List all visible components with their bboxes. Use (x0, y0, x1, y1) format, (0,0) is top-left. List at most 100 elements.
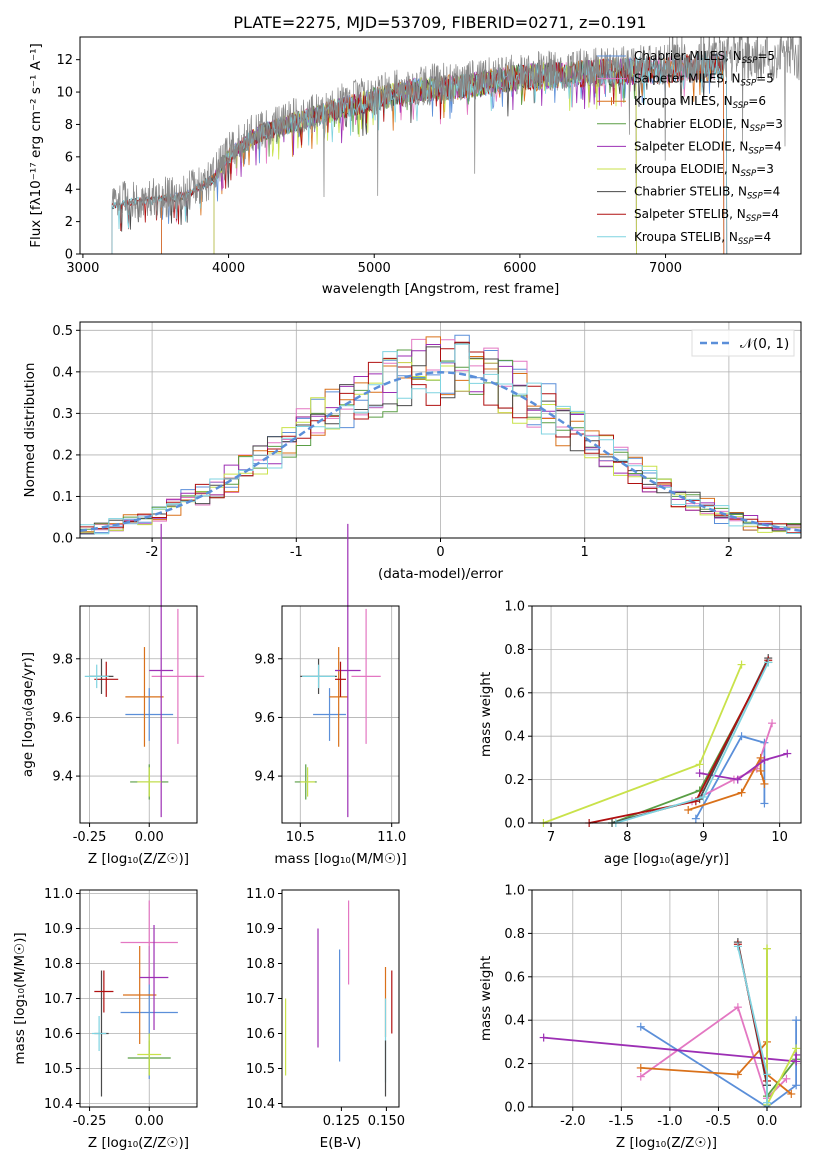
y-tick-label: 10 (56, 86, 73, 101)
y-tick-label: 10.8 (246, 957, 275, 972)
spectrum-panel: 3000 4000 5000 6000 7000 0 2 4 6 8 10 12 wavelength … (28, 36, 802, 297)
y-axis-label: mass weight (478, 672, 494, 757)
y-tick-label: 0.4 (504, 730, 525, 745)
y-tick-label: 0.2 (52, 448, 73, 463)
x-tick-label: -1.5 (609, 1114, 634, 1129)
y-tick-label: 0.2 (504, 773, 525, 788)
y-tick-label: 10.8 (44, 957, 73, 972)
mass-weight-line (737, 946, 768, 1103)
x-tick-label: 4000 (212, 261, 245, 276)
x-axis-label: Z [log₁₀(Z/Z☉)] (616, 1135, 717, 1151)
x-tick-label: 7000 (649, 261, 682, 276)
mass-weight-line (611, 657, 770, 824)
mass-vs-ebv-panel: 0.125 0.150 10.4 10.5 10.6 10.7 10.8 10.9 11.0 E(… (246, 887, 405, 1151)
y-tick-label: 0.0 (52, 532, 73, 547)
x-tick-label: 9 (699, 830, 707, 845)
y-tick-label: 0.2 (504, 1057, 525, 1072)
mass-weight-line (543, 664, 743, 824)
gaussian-curve (80, 371, 801, 532)
x-tick-label: -1 (290, 545, 303, 560)
x-tick-label: -0.25 (73, 1114, 107, 1129)
y-tick-label: 4 (65, 183, 73, 198)
y-tick-label: 0 (65, 248, 73, 263)
mass-weight-line (695, 735, 766, 820)
legend-label: Salpeter STELIB, NSSP=4 (634, 207, 779, 224)
y-tick-label: 9.4 (52, 770, 73, 785)
legend-label: Kroupa STELIB, NSSP=4 (634, 230, 771, 247)
x-tick-label: 2 (725, 545, 733, 560)
x-tick-label: 0.150 (368, 1114, 405, 1129)
y-tick-label: 0.8 (504, 927, 525, 942)
y-tick-label: 0.0 (504, 817, 525, 832)
y-tick-label: 10.6 (246, 1027, 275, 1042)
x-axis-label: Z [log₁₀(Z/Z☉)] (88, 851, 189, 867)
legend-label: Kroupa ELODIE, NSSP=3 (634, 162, 774, 179)
legend-label: Chabrier MILES, NSSP=5 (634, 49, 775, 66)
x-tick-label: 5000 (358, 261, 391, 276)
legend-label: Salpeter MILES, NSSP=5 (634, 72, 774, 89)
y-tick-label: 10.5 (246, 1062, 275, 1077)
x-tick-label: 0.125 (323, 1114, 360, 1129)
observed-spectrum-line (111, 37, 800, 224)
x-tick-label: 7 (547, 830, 555, 845)
residuals-panel: -2 -1 0 1 2 0.0 0.1 0.2 0.3 0.4 0.5 (data-model)/er… (22, 321, 802, 582)
y-tick-label: 10.4 (44, 1097, 73, 1112)
legend-box (691, 329, 795, 357)
y-axis-label: mass [log₁₀(M/M☉)] (12, 932, 28, 1064)
legend-label: Kroupa MILES, NSSP=6 (634, 94, 766, 111)
y-tick-label: 0.5 (52, 324, 73, 339)
y-tick-label: 9.4 (254, 770, 275, 785)
legend-label: 𝒩(0, 1) (740, 336, 789, 352)
y-tick-label: 1.0 (504, 600, 525, 615)
x-tick-label: -0.25 (73, 830, 107, 845)
legend-label: Salpeter ELODIE, NSSP=4 (634, 139, 782, 156)
mass-weight-line (699, 752, 788, 781)
x-tick-label: 8 (623, 830, 631, 845)
mass-vs-metallicity-panel: -0.25 0.00 10.4 10.5 10.6 10.7 10.8 10.9 11.0 Z [… (12, 887, 198, 1151)
age-vs-metallicity-panel: -0.25 0.00 9.4 9.6 9.8 Z [log₁₀(Z/Z☉)] age [lo… (20, 523, 205, 867)
age-vs-mass-panel: 10.5 11.0 9.4 9.6 9.8 mass [log₁₀(M/M☉)] (254, 523, 407, 867)
y-axis-label: mass weight (478, 956, 494, 1041)
y-tick-label: 0.0 (504, 1101, 525, 1116)
y-tick-label: 9.8 (254, 652, 275, 667)
x-axis-label: Z [log₁₀(Z/Z☉)] (88, 1135, 189, 1151)
y-tick-label: 1.0 (504, 884, 525, 899)
y-tick-label: 11.0 (44, 887, 73, 902)
x-axis-label: (data-model)/error (378, 566, 504, 582)
y-tick-label: 0.8 (504, 643, 525, 658)
mass-weight-line (611, 661, 769, 824)
y-tick-label: 0.1 (52, 490, 73, 505)
y-tick-label: 0.4 (52, 365, 73, 380)
y-tick-label: 0.6 (504, 970, 525, 985)
x-tick-label: 0.0 (757, 1114, 778, 1129)
x-tick-label: 3000 (66, 261, 99, 276)
y-tick-label: 2 (65, 215, 73, 230)
x-tick-label: -1.0 (657, 1114, 682, 1129)
y-tick-label: 0.6 (504, 686, 525, 701)
y-axis-label: age [log₁₀(age/yr)] (20, 652, 36, 777)
histogram-step (80, 343, 801, 535)
x-tick-label: 10 (771, 830, 788, 845)
axes-frame (79, 605, 198, 824)
y-tick-label: 10.9 (44, 922, 73, 937)
x-tick-label: 6000 (503, 261, 536, 276)
x-axis-label: age [log₁₀(age/yr)] (604, 851, 729, 867)
x-tick-label: -0.5 (706, 1114, 731, 1129)
axes-frame (79, 36, 802, 255)
y-tick-label: 10.6 (44, 1027, 73, 1042)
y-tick-label: 9.6 (52, 711, 73, 726)
y-tick-label: 10.4 (246, 1097, 275, 1112)
mass-weight-line (766, 948, 797, 1099)
axes-frame (531, 605, 802, 824)
y-tick-label: 0.3 (52, 407, 73, 422)
y-tick-label: 11.0 (246, 887, 275, 902)
y-tick-label: 10.9 (246, 922, 275, 937)
x-tick-label: -2 (146, 545, 159, 560)
y-tick-label: 6 (65, 150, 73, 165)
y-tick-label: 10.5 (44, 1062, 73, 1077)
mass-weight-line (640, 1005, 788, 1100)
x-tick-label: 11.0 (377, 830, 406, 845)
legend-label: Chabrier STELIB, NSSP=4 (634, 185, 780, 202)
y-tick-label: 10.7 (246, 992, 275, 1007)
